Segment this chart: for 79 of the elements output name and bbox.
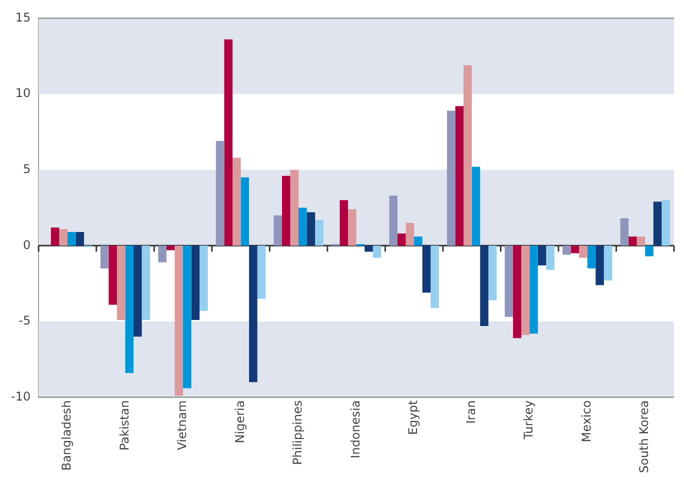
bar	[240, 177, 250, 246]
bar	[446, 110, 456, 246]
bar	[306, 212, 316, 246]
bar	[224, 39, 232, 246]
bar	[50, 227, 60, 246]
bar	[274, 215, 282, 246]
bar	[67, 232, 76, 246]
bar	[200, 246, 208, 311]
bar	[174, 246, 184, 396]
bar	[480, 246, 488, 326]
bar	[364, 246, 373, 252]
bar	[76, 232, 84, 246]
bar	[348, 209, 356, 246]
bar	[472, 166, 480, 246]
y-tick-label: -5	[18, 314, 31, 328]
bar	[596, 246, 604, 286]
bar	[216, 141, 224, 246]
bar	[587, 246, 596, 268]
bar	[158, 246, 166, 262]
bar	[636, 236, 646, 246]
bar	[513, 246, 522, 338]
bar	[653, 202, 662, 246]
bar	[191, 246, 200, 320]
bar	[488, 246, 497, 300]
bar	[125, 246, 134, 374]
bar	[406, 222, 414, 246]
bar	[414, 236, 422, 246]
y-tick-label: 0	[22, 238, 31, 252]
bar	[282, 176, 290, 246]
bar	[116, 246, 126, 320]
bar	[579, 246, 588, 258]
bar	[183, 246, 192, 388]
x-tick-label: Iran	[464, 400, 478, 424]
bar	[232, 158, 241, 246]
x-tick-label: Mexico	[579, 400, 594, 442]
bar	[59, 228, 68, 246]
bar	[257, 246, 266, 299]
bar	[340, 200, 348, 246]
x-tick-label: Turkey	[522, 400, 536, 440]
x-tick-label: Pakistan	[117, 400, 132, 451]
y-tick-label: 5	[22, 162, 31, 176]
bar	[166, 246, 175, 250]
x-tick-label: South Korea	[637, 400, 652, 474]
y-tick-label: -10	[10, 389, 31, 404]
bar	[108, 246, 117, 305]
bar	[662, 200, 670, 246]
bar	[546, 246, 554, 270]
bar	[504, 246, 514, 317]
bar	[464, 65, 472, 246]
bar	[389, 196, 398, 246]
bar	[422, 246, 431, 293]
bar	[455, 106, 464, 246]
bar	[134, 246, 142, 337]
bar	[521, 246, 530, 336]
bar	[645, 246, 654, 256]
bar	[249, 246, 258, 382]
bar	[315, 220, 324, 246]
bar	[562, 246, 571, 255]
x-tick-label: Philippines	[290, 400, 305, 465]
x-tick-label: Egypt	[406, 400, 420, 435]
bar	[538, 246, 546, 266]
bar	[398, 234, 406, 246]
bar	[298, 208, 307, 246]
bar	[100, 246, 109, 268]
bar	[570, 246, 580, 254]
x-tick-label: Bangladesh	[60, 400, 74, 471]
bar	[430, 246, 439, 308]
y-tick-label: 15	[15, 10, 31, 24]
bar	[604, 246, 612, 281]
x-tick-label: Vietnam	[175, 400, 190, 450]
x-tick-label: Nigeria	[232, 400, 247, 444]
bar	[290, 170, 299, 246]
x-tick-label: Indonesia	[348, 400, 362, 458]
bar	[620, 218, 629, 246]
bar	[372, 246, 382, 258]
y-tick-label: 10	[15, 86, 31, 100]
bar	[142, 246, 150, 320]
bar	[530, 246, 538, 334]
bar	[628, 236, 637, 246]
